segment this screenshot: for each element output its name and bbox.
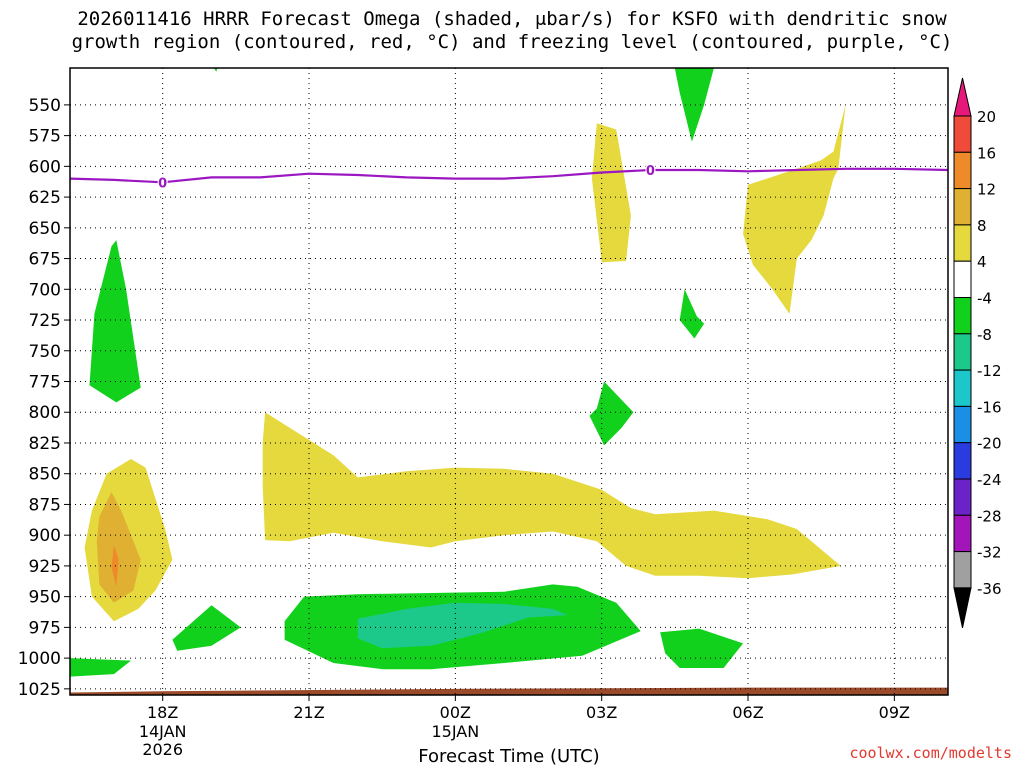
chart-title: 2026011416 HRRR Forecast Omega (shaded, … — [71, 8, 953, 53]
tick-label-y-800: 800 — [29, 403, 61, 423]
omega-region-6 — [172, 605, 241, 651]
colorbar-segment-1 — [953, 115, 972, 153]
tick-label-y-625: 625 — [29, 188, 61, 208]
tick-sublabel-x-18Z-0: 14JAN — [139, 722, 187, 741]
tick-sublabel-x-18Z-1: 2026 — [142, 740, 183, 759]
tick-label-y-650: 650 — [29, 219, 61, 239]
tick-label-x-09Z: 09Z — [879, 703, 910, 722]
tick-label-x-21Z: 21Z — [293, 703, 324, 722]
colorbar-label-5: -4 — [977, 290, 992, 308]
tick-label-y-725: 725 — [29, 311, 61, 331]
colorbar-segment-3 — [953, 188, 972, 226]
colorbar-segment-14 — [953, 587, 972, 629]
colorbar-segment-11 — [953, 478, 972, 516]
omega-region-3 — [679, 289, 705, 339]
colorbar-segment-9 — [953, 405, 972, 444]
colorbar-segment-5 — [953, 260, 972, 299]
tick-label-y-1025: 1025 — [18, 680, 61, 700]
omega-region-1 — [674, 68, 714, 142]
colorbar-segment-12 — [953, 514, 972, 553]
colorbar-label-13: -36 — [977, 580, 1002, 598]
omega-region-14 — [96, 492, 141, 603]
tick-label-y-1000: 1000 — [18, 649, 61, 669]
colorbar-label-9: -20 — [977, 435, 1002, 453]
tick-label-x-18Z: 18Z — [147, 703, 178, 722]
colorbar-segment-13 — [953, 551, 972, 589]
colorbar-label-3: 8 — [977, 217, 987, 235]
colorbar-label-6: -8 — [977, 326, 992, 344]
omega-region-12 — [262, 412, 841, 579]
colorbar-label-10: -24 — [977, 471, 1002, 489]
freezing-level-line — [70, 167, 948, 184]
freezing-label-bg-0 — [157, 175, 168, 190]
tick-label-x-06Z: 06Z — [732, 703, 763, 722]
omega-region-9 — [357, 602, 568, 649]
colorbar-segment-2 — [953, 151, 972, 190]
tick-label-x-00Z: 00Z — [440, 703, 471, 722]
tick-label-y-900: 900 — [29, 526, 61, 546]
colorbar-segment-10 — [953, 442, 972, 480]
tick-label-y-850: 850 — [29, 465, 61, 485]
colorbar-label-11: -28 — [977, 507, 1002, 525]
colorbar-segment-8 — [953, 369, 972, 407]
omega-region-11 — [743, 104, 846, 314]
tick-label-x-03Z: 03Z — [586, 703, 617, 722]
tick-label-y-950: 950 — [29, 588, 61, 608]
omega-region-5 — [70, 658, 131, 677]
tick-label-y-700: 700 — [29, 280, 61, 300]
colorbar-label-8: -16 — [977, 398, 1002, 416]
colorbar-label-12: -32 — [977, 544, 1002, 562]
tick-label-y-975: 975 — [29, 618, 61, 638]
freezing-level-label-1: 0 — [646, 164, 655, 179]
omega-region-0 — [213, 68, 218, 72]
colorbar-label-4: 4 — [977, 253, 987, 271]
tick-label-y-875: 875 — [29, 495, 61, 515]
credit-text[interactable]: coolwx.com/modelts — [849, 744, 1012, 762]
freezing-level-label-0: 0 — [158, 176, 167, 191]
tick-label-y-675: 675 — [29, 250, 61, 270]
colorbar-label-0: 20 — [977, 108, 996, 126]
omega-region-2 — [89, 240, 141, 403]
colorbar-label-7: -12 — [977, 362, 1002, 380]
colorbar-label-1: 16 — [977, 144, 996, 162]
freezing-label-bg-1 — [645, 163, 656, 178]
colorbar-segment-4 — [953, 224, 972, 262]
tick-label-y-600: 600 — [29, 157, 61, 177]
ground-fill — [70, 687, 948, 695]
colorbar-label-2: 12 — [977, 181, 996, 199]
omega-region-10 — [591, 123, 631, 263]
tick-label-y-575: 575 — [29, 127, 61, 147]
plot-frame — [69, 67, 949, 696]
colorbar-segment-0 — [953, 77, 972, 117]
tick-label-y-750: 750 — [29, 342, 61, 362]
omega-region-4 — [589, 381, 634, 446]
x-axis-label: Forecast Time (UTC) — [418, 746, 600, 767]
tick-label-y-825: 825 — [29, 434, 61, 454]
tick-sublabel-x-00Z-0: 15JAN — [431, 722, 479, 741]
tick-label-y-925: 925 — [29, 557, 61, 577]
colorbar-segment-6 — [953, 297, 972, 335]
tick-label-y-775: 775 — [29, 373, 61, 393]
omega-region-8 — [660, 628, 744, 668]
tick-label-y-550: 550 — [29, 96, 61, 116]
colorbar-segment-7 — [953, 333, 972, 371]
